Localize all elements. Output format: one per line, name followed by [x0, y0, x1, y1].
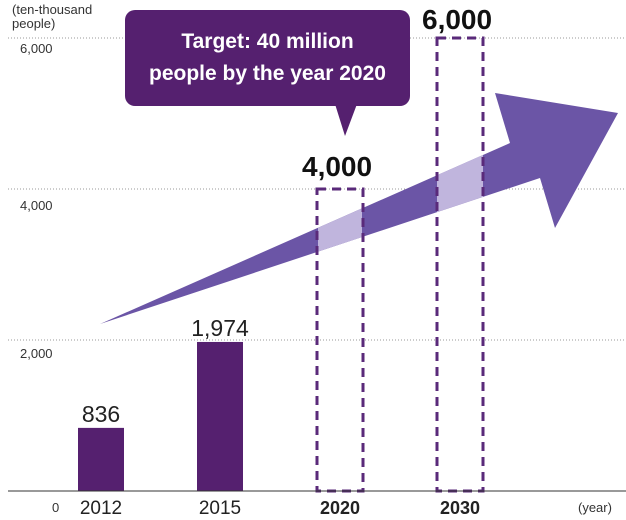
y-tick-label-0: 0 — [52, 500, 60, 515]
y-tick-label-4000: 4,000 — [20, 198, 53, 213]
x-tick-label-2030: 2030 — [440, 498, 480, 518]
x-unit-label: (year) — [578, 500, 612, 515]
bar-2015 — [197, 341, 243, 491]
data-label-2015: 1,974 — [191, 315, 249, 341]
data-label-2012: 836 — [82, 401, 120, 427]
arrow-highlight-2030 — [437, 154, 483, 213]
unit-label-line1: (ten-thousand — [12, 2, 93, 17]
target-outline-2030 — [435, 36, 485, 493]
callout-line-1: Target: 40 million — [181, 30, 354, 53]
x-tick-label-2015: 2015 — [199, 498, 241, 519]
y-tick-label-6000: 6,000 — [20, 41, 53, 56]
target-callout: Target: 40 million people by the year 20… — [125, 10, 410, 106]
bar-2012 — [78, 427, 124, 491]
trend-arrow — [100, 93, 618, 324]
unit-label-line2: people) — [12, 16, 56, 31]
callout-line-2: people by the year 2020 — [149, 62, 386, 85]
target-label-2020: 4,000 — [302, 151, 373, 182]
callout-tail — [335, 104, 357, 136]
target-label-2030: 6,000 — [422, 4, 493, 35]
y-tick-label-2000: 2,000 — [20, 346, 53, 361]
target-outline-2020 — [315, 187, 365, 493]
target-outlines — [315, 36, 485, 493]
bars — [78, 341, 243, 491]
arrow-highlight-2020 — [318, 208, 362, 252]
data-labels: 836 1,974 — [82, 315, 249, 427]
x-tick-label-2012: 2012 — [80, 498, 122, 519]
x-tick-label-2020: 2020 — [320, 498, 360, 518]
x-tick-labels: 2012 2015 2020 2030 — [80, 498, 480, 519]
